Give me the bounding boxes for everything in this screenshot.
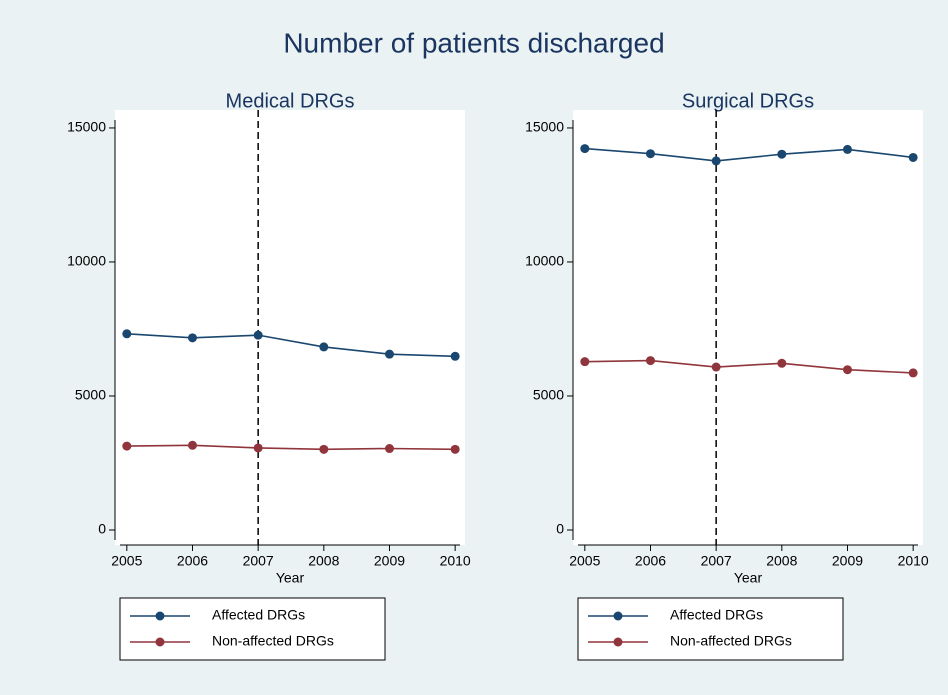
x-tick-label: 2007: [243, 553, 274, 569]
panel-title: Surgical DRGs: [682, 90, 814, 112]
line: [584, 147, 914, 162]
y-tick-label: 15000: [525, 119, 564, 135]
point: [319, 444, 329, 454]
legend-label: Affected DRGs: [670, 607, 763, 623]
point: [645, 356, 655, 366]
x-tick-label: 2005: [569, 553, 600, 569]
point: [253, 330, 263, 340]
plot-area: [573, 110, 923, 545]
y-tick-label: 0: [556, 521, 564, 537]
point: [711, 362, 721, 372]
legend-label: Non-affected DRGs: [212, 633, 334, 649]
plot-area: [115, 110, 465, 545]
y-tick-label: 10000: [525, 253, 564, 269]
point: [711, 156, 721, 166]
legend-marker: [155, 637, 165, 647]
line: [584, 359, 914, 374]
point: [777, 149, 787, 159]
x-tick-label: 2010: [440, 553, 471, 569]
x-tick-label: 2006: [177, 553, 208, 569]
y-tick-label: 10000: [67, 253, 106, 269]
point: [580, 357, 590, 367]
y-tick-label: 15000: [67, 119, 106, 135]
point: [122, 329, 132, 339]
x-axis-label: Year: [734, 570, 763, 586]
point: [319, 342, 329, 352]
x-tick-label: 2008: [308, 553, 339, 569]
x-tick-label: 2005: [111, 553, 142, 569]
point: [450, 444, 460, 454]
x-tick-label: 2008: [766, 553, 797, 569]
point: [450, 351, 460, 361]
x-tick-label: 2009: [832, 553, 863, 569]
y-tick-label: 5000: [533, 387, 564, 403]
legend-box: [119, 597, 386, 661]
point: [908, 152, 918, 162]
y-tick-label: 0: [98, 521, 106, 537]
legend-label: Non-affected DRGs: [670, 633, 792, 649]
point: [187, 333, 197, 343]
x-tick-label: 2007: [701, 553, 732, 569]
point: [908, 368, 918, 378]
legend-label: Affected DRGs: [212, 607, 305, 623]
y-tick-label: 5000: [75, 387, 106, 403]
x-tick-label: 2006: [635, 553, 666, 569]
point: [122, 441, 132, 451]
legend-marker: [613, 637, 623, 647]
x-axis-label: Year: [276, 570, 305, 586]
point: [384, 349, 394, 359]
point: [384, 444, 394, 454]
point: [777, 358, 787, 368]
x-tick-label: 2009: [374, 553, 405, 569]
panel-title: Medical DRGs: [226, 90, 355, 112]
chart-title: Number of patients discharged: [283, 27, 664, 58]
point: [580, 144, 590, 154]
line: [126, 444, 456, 451]
x-tick-label: 2010: [898, 553, 929, 569]
point: [842, 365, 852, 375]
point: [253, 443, 263, 453]
line: [126, 333, 456, 358]
legend-marker: [155, 611, 165, 621]
point: [187, 440, 197, 450]
legend-box: [577, 597, 844, 661]
point: [645, 149, 655, 159]
legend-marker: [613, 611, 623, 621]
point: [842, 144, 852, 154]
